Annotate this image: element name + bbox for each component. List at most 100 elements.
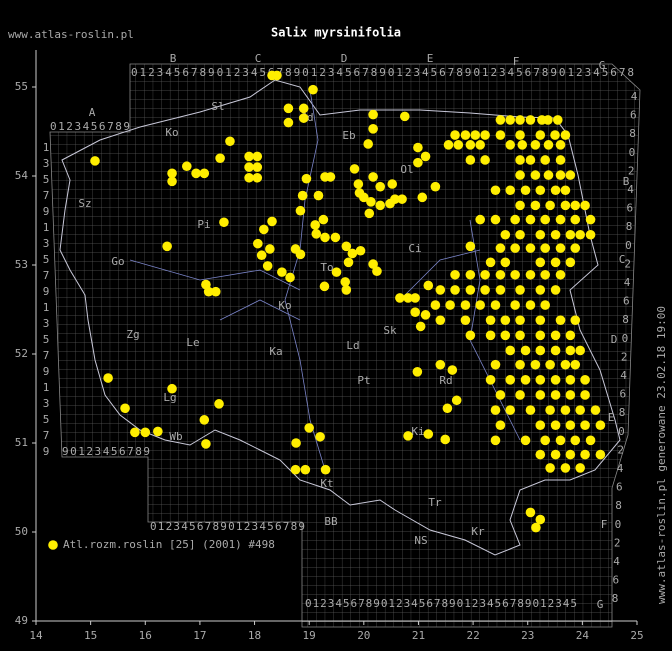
occurrence-dot [560, 185, 571, 196]
occurrence-dot [210, 286, 221, 297]
occurrence-dot [325, 172, 336, 182]
occurrence-dot [485, 330, 496, 341]
occurrence-dot [515, 285, 525, 295]
grid-digit: 9 [43, 285, 50, 298]
occurrence-dot [543, 170, 554, 180]
occurrence-dot [480, 285, 490, 295]
region-label: Ld [346, 339, 359, 352]
occurrence-dot [295, 249, 306, 260]
occurrence-dot [460, 315, 471, 325]
occurrence-dot [505, 375, 516, 385]
grid-letter: D [611, 333, 618, 346]
occurrence-dot [340, 277, 351, 287]
occurrence-dot [440, 434, 451, 445]
occurrence-dot [585, 214, 596, 225]
occurrence-dot [515, 115, 525, 125]
region-label: Eb [342, 129, 355, 142]
generated-label: www.atlas-roslin.pl generowane 23.02.18 … [655, 306, 668, 604]
grid-digit: 8 [629, 127, 636, 140]
occurrence-dot [540, 300, 551, 310]
occurrence-dot [517, 140, 528, 150]
occurrence-dot [550, 345, 561, 356]
occurrence-dot [510, 269, 520, 280]
occurrence-dot [565, 449, 576, 460]
occurrence-dot [443, 140, 454, 150]
occurrence-dot [311, 229, 322, 239]
occurrence-dot [244, 151, 254, 162]
occurrence-dot [301, 173, 312, 184]
occurrence-dot [430, 181, 441, 192]
occurrence-dot [575, 463, 585, 473]
grid-digit: 8 [615, 499, 622, 512]
occurrence-dot [570, 200, 581, 211]
occurrence-dot [153, 426, 163, 437]
grid-digit: 4 [627, 183, 634, 196]
occurrence-dot [397, 194, 407, 204]
region-label: NS [414, 534, 427, 547]
occurrence-dot [445, 300, 455, 310]
occurrence-dot [535, 185, 546, 196]
occurrence-dot [520, 375, 531, 385]
legend-label: Atl.rozm.roslin [25] (2001) #498 [63, 538, 275, 551]
grid-digit: 4 [617, 462, 624, 475]
region-label: Ko [278, 299, 291, 312]
occurrence-dot [387, 179, 398, 189]
grid-digit: 1 [43, 221, 50, 234]
grid-digit: 4 [620, 369, 627, 382]
occurrence-dot [500, 330, 511, 341]
region-label: Ol [400, 163, 413, 176]
occurrence-dot [550, 257, 561, 268]
occurrence-dot [531, 522, 541, 533]
occurrence-dot [480, 155, 490, 165]
region-label: Pt [357, 374, 370, 387]
x-tick-label: 22 [466, 629, 479, 642]
y-tick-label: 50 [15, 525, 28, 538]
occurrence-dot [435, 285, 446, 295]
occurrence-dot [580, 375, 590, 385]
grid-digit: 4 [624, 276, 631, 289]
occurrence-dot [420, 310, 431, 320]
occurrence-dot [366, 197, 376, 207]
grid-digit: 2 [624, 257, 631, 270]
grid-digit: 4 [631, 90, 638, 103]
grid-digit: 1 [43, 141, 50, 154]
grid-digit: 3 [43, 317, 50, 330]
region-label: Ci [408, 242, 421, 255]
region-label: Lg [163, 391, 176, 404]
grid-digit: 6 [630, 109, 637, 122]
occurrence-dot [368, 124, 378, 134]
occurrence-dot [375, 200, 386, 211]
region-label: Sz [78, 197, 91, 210]
occurrence-dot [252, 172, 263, 183]
occurrence-dot [450, 269, 460, 280]
occurrence-dot [495, 130, 506, 140]
occurrence-dot [215, 153, 225, 163]
occurrence-dot [480, 269, 490, 280]
occurrence-dot [341, 285, 352, 295]
occurrence-dot [310, 220, 320, 230]
occurrence-dot [525, 269, 536, 280]
occurrence-dot [308, 84, 318, 95]
occurrence-dot [120, 403, 130, 414]
occurrence-dot [399, 111, 410, 122]
occurrence-dot [283, 117, 294, 128]
legend-marker [48, 540, 58, 550]
occurrence-dot [272, 70, 282, 81]
x-tick-label: 25 [630, 629, 643, 642]
occurrence-dot [403, 293, 413, 303]
occurrence-dot [465, 155, 476, 165]
occurrence-dot [510, 214, 520, 225]
occurrence-dot [90, 156, 100, 166]
occurrence-dot [199, 415, 210, 425]
region-label: Ko [165, 126, 178, 139]
occurrence-dot [167, 383, 177, 394]
occurrence-dot [480, 130, 490, 140]
occurrence-dot [130, 427, 140, 438]
occurrence-dot [520, 185, 531, 196]
occurrence-dot [550, 330, 561, 341]
occurrence-dot [368, 109, 378, 120]
occurrence-dot [543, 140, 554, 150]
occurrence-dot [291, 438, 301, 448]
occurrence-dot [575, 345, 585, 356]
occurrence-dot [515, 315, 525, 325]
